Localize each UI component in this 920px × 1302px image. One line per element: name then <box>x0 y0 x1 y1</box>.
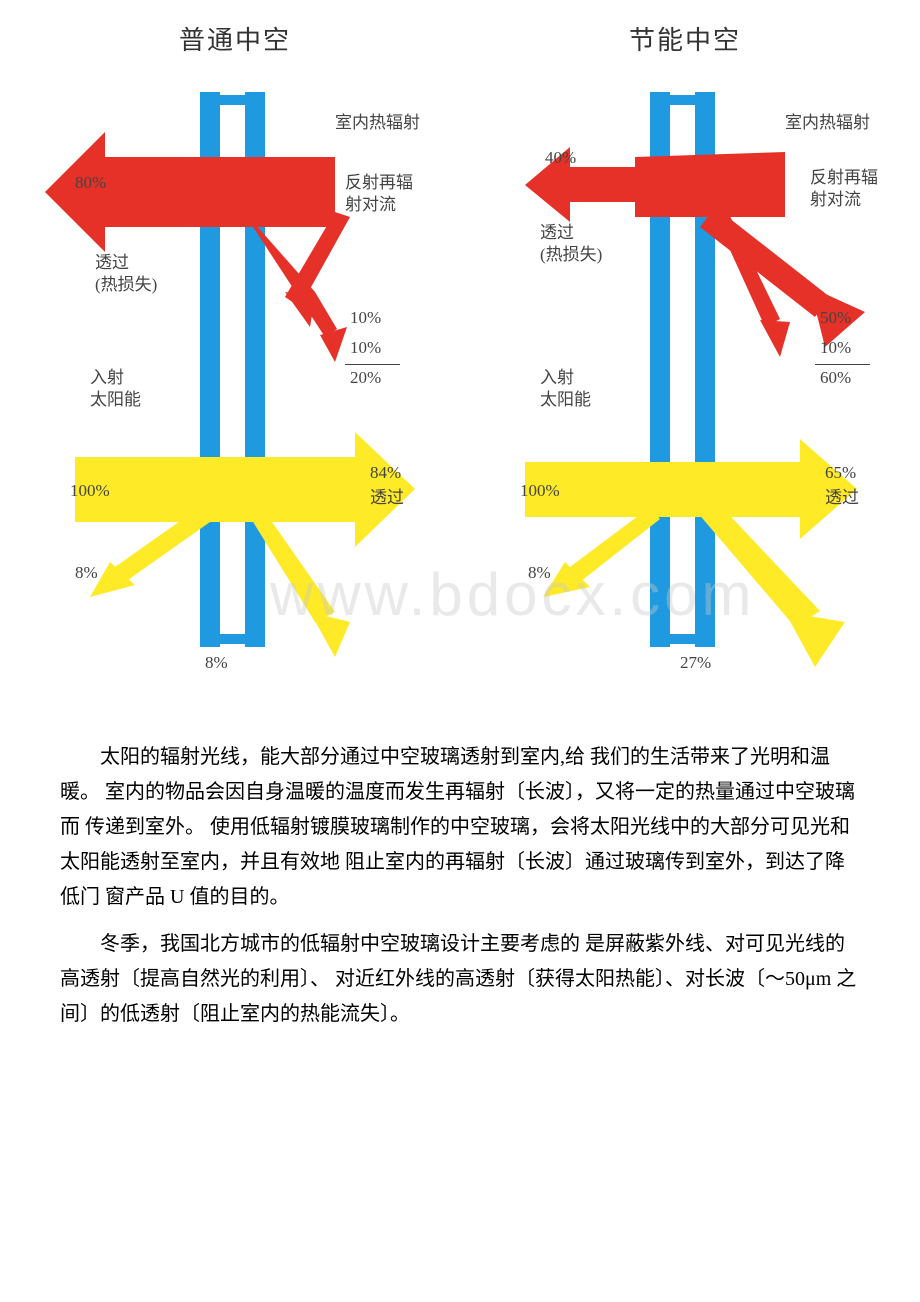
panel-ordinary: 普通中空 <box>15 20 455 700</box>
val-rad2-e: 10% <box>820 337 851 359</box>
svg-ordinary: 室内热辐射 反射再辐 射对流 80% 透过 (热损失) 10% 10% 20% … <box>15 67 455 687</box>
val-solar-in: 100% <box>70 480 110 502</box>
svg-energy: 室内热辐射 反射再辐 射对流 40% 透过 (热损失) 50% 10% 60% … <box>465 67 905 687</box>
label-heat-loss-e: 透过 (热损失) <box>540 222 602 266</box>
val-solar-back: 8% <box>205 652 228 674</box>
label-incident-e: 入射 太阳能 <box>540 367 591 411</box>
val-rad1: 10% <box>350 307 381 329</box>
val-solar-trans: 84% <box>370 462 401 484</box>
val-heat-loss-e: 40% <box>545 147 576 169</box>
label-indoor-rad: 室内热辐射 <box>335 112 420 134</box>
val-solar-refl: 8% <box>75 562 98 584</box>
val-rad1-e: 50% <box>820 307 851 329</box>
label-transmit: 透过 <box>370 487 404 509</box>
label-incident: 入射 太阳能 <box>90 367 141 411</box>
body-text: 太阳的辐射光线，能大部分通过中空玻璃透射到室内,给 我们的生活带来了光明和温暖。… <box>0 720 920 1074</box>
label-indoor-rad-e: 室内热辐射 <box>785 112 870 134</box>
frac-line-1 <box>345 364 400 365</box>
paragraph-2: 冬季，我国北方城市的低辐射中空玻璃设计主要考虑的 是屏蔽紫外线、对可见光线的高透… <box>60 927 860 1032</box>
diagram-area: 普通中空 <box>0 0 920 720</box>
label-reflect-rad: 反射再辐 射对流 <box>345 172 413 216</box>
heat-loss-arrow <box>45 132 350 362</box>
panel-title-ordinary: 普通中空 <box>15 20 455 57</box>
label-transmit-e: 透过 <box>825 487 859 509</box>
val-solar-back-e: 27% <box>680 652 711 674</box>
paragraph-1: 太阳的辐射光线，能大部分通过中空玻璃透射到室内,给 我们的生活带来了光明和温暖。… <box>60 740 860 915</box>
val-heat-loss: 80% <box>75 172 106 194</box>
frac-line-2 <box>815 364 870 365</box>
val-radsum: 20% <box>350 367 381 389</box>
val-solar-trans-e: 65% <box>825 462 856 484</box>
val-solar-in-e: 100% <box>520 480 560 502</box>
panel-title-energy: 节能中空 <box>465 20 905 57</box>
val-radsum-e: 60% <box>820 367 851 389</box>
panel-energy: 节能中空 <box>465 20 905 700</box>
val-rad2: 10% <box>350 337 381 359</box>
val-solar-refl-e: 8% <box>528 562 551 584</box>
label-reflect-rad-e: 反射再辐 射对流 <box>810 167 878 211</box>
solar-arrows-e <box>525 439 857 667</box>
label-heat-loss: 透过 (热损失) <box>95 252 157 296</box>
